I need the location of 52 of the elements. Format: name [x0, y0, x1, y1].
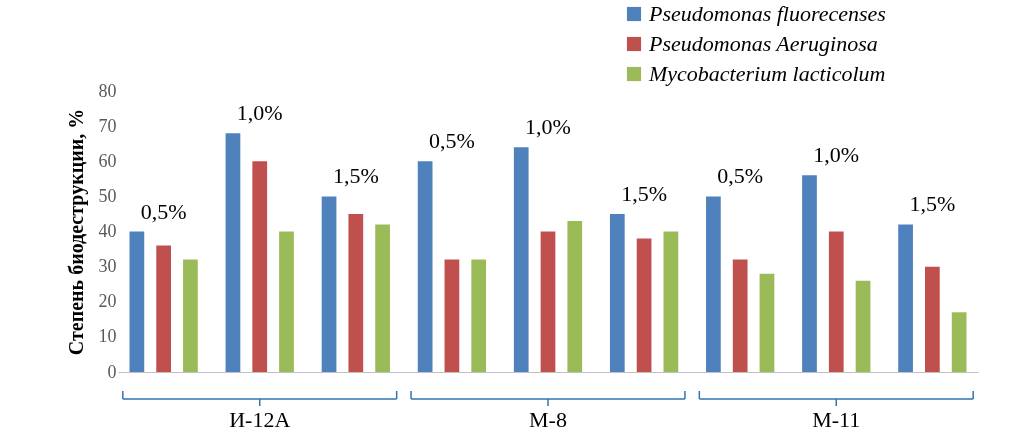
- y-axis-title: Степень биодеструкции, %: [64, 108, 88, 356]
- bar: [855, 280, 871, 372]
- y-tick-label: 30: [98, 256, 117, 277]
- bar: [348, 213, 364, 372]
- bar: [609, 213, 625, 372]
- annotation: 1,0%: [813, 142, 860, 168]
- y-tick-label: 70: [98, 115, 117, 136]
- bar: [898, 224, 913, 372]
- bar: [567, 220, 583, 372]
- bar: [513, 147, 529, 372]
- text: М-11: [812, 407, 861, 432]
- annotation: 1,5%: [621, 180, 667, 206]
- bar: [706, 196, 721, 372]
- bar: [663, 231, 679, 372]
- bar: [321, 196, 337, 372]
- bar: [802, 175, 817, 372]
- bar: [375, 224, 390, 372]
- y-tick-label: 20: [98, 291, 117, 312]
- annotation: 1,0%: [236, 100, 283, 126]
- bar: [471, 259, 487, 372]
- annotation: 0,5%: [140, 198, 187, 224]
- bar: [924, 266, 940, 372]
- bar: [252, 161, 268, 372]
- bar: [759, 273, 775, 372]
- y-tick-label: 80: [98, 80, 117, 101]
- bar: [636, 238, 652, 372]
- text: И-12А: [229, 407, 291, 432]
- legend-label: Pseudomonas fluorecenses: [648, 1, 886, 26]
- bar: [279, 231, 294, 372]
- bar: [417, 161, 433, 372]
- legend-label: Pseudomonas Aeruginosa: [648, 31, 878, 56]
- annotation: 0,5%: [717, 163, 764, 189]
- text: М-8: [529, 407, 567, 432]
- annotation: 1,5%: [332, 163, 379, 189]
- y-tick-label: 50: [98, 185, 117, 206]
- annotation: 0,5%: [429, 128, 475, 154]
- annotation: 1,0%: [525, 114, 571, 140]
- annotation: 1,5%: [909, 191, 956, 217]
- bar: [156, 245, 172, 372]
- bar: [951, 312, 967, 372]
- y-tick-label: 10: [98, 326, 117, 347]
- bar: [444, 259, 460, 372]
- bar: [129, 231, 145, 372]
- bar: [183, 259, 198, 372]
- bar: [732, 259, 748, 372]
- y-tick-label: 60: [98, 150, 117, 171]
- bar: [828, 231, 844, 372]
- bar: [540, 231, 556, 372]
- bar: [225, 133, 241, 372]
- y-tick-label: 40: [98, 221, 117, 241]
- legend-label: Mycobacterium lacticolum: [648, 61, 886, 86]
- y-tick-label: 0: [107, 361, 117, 382]
